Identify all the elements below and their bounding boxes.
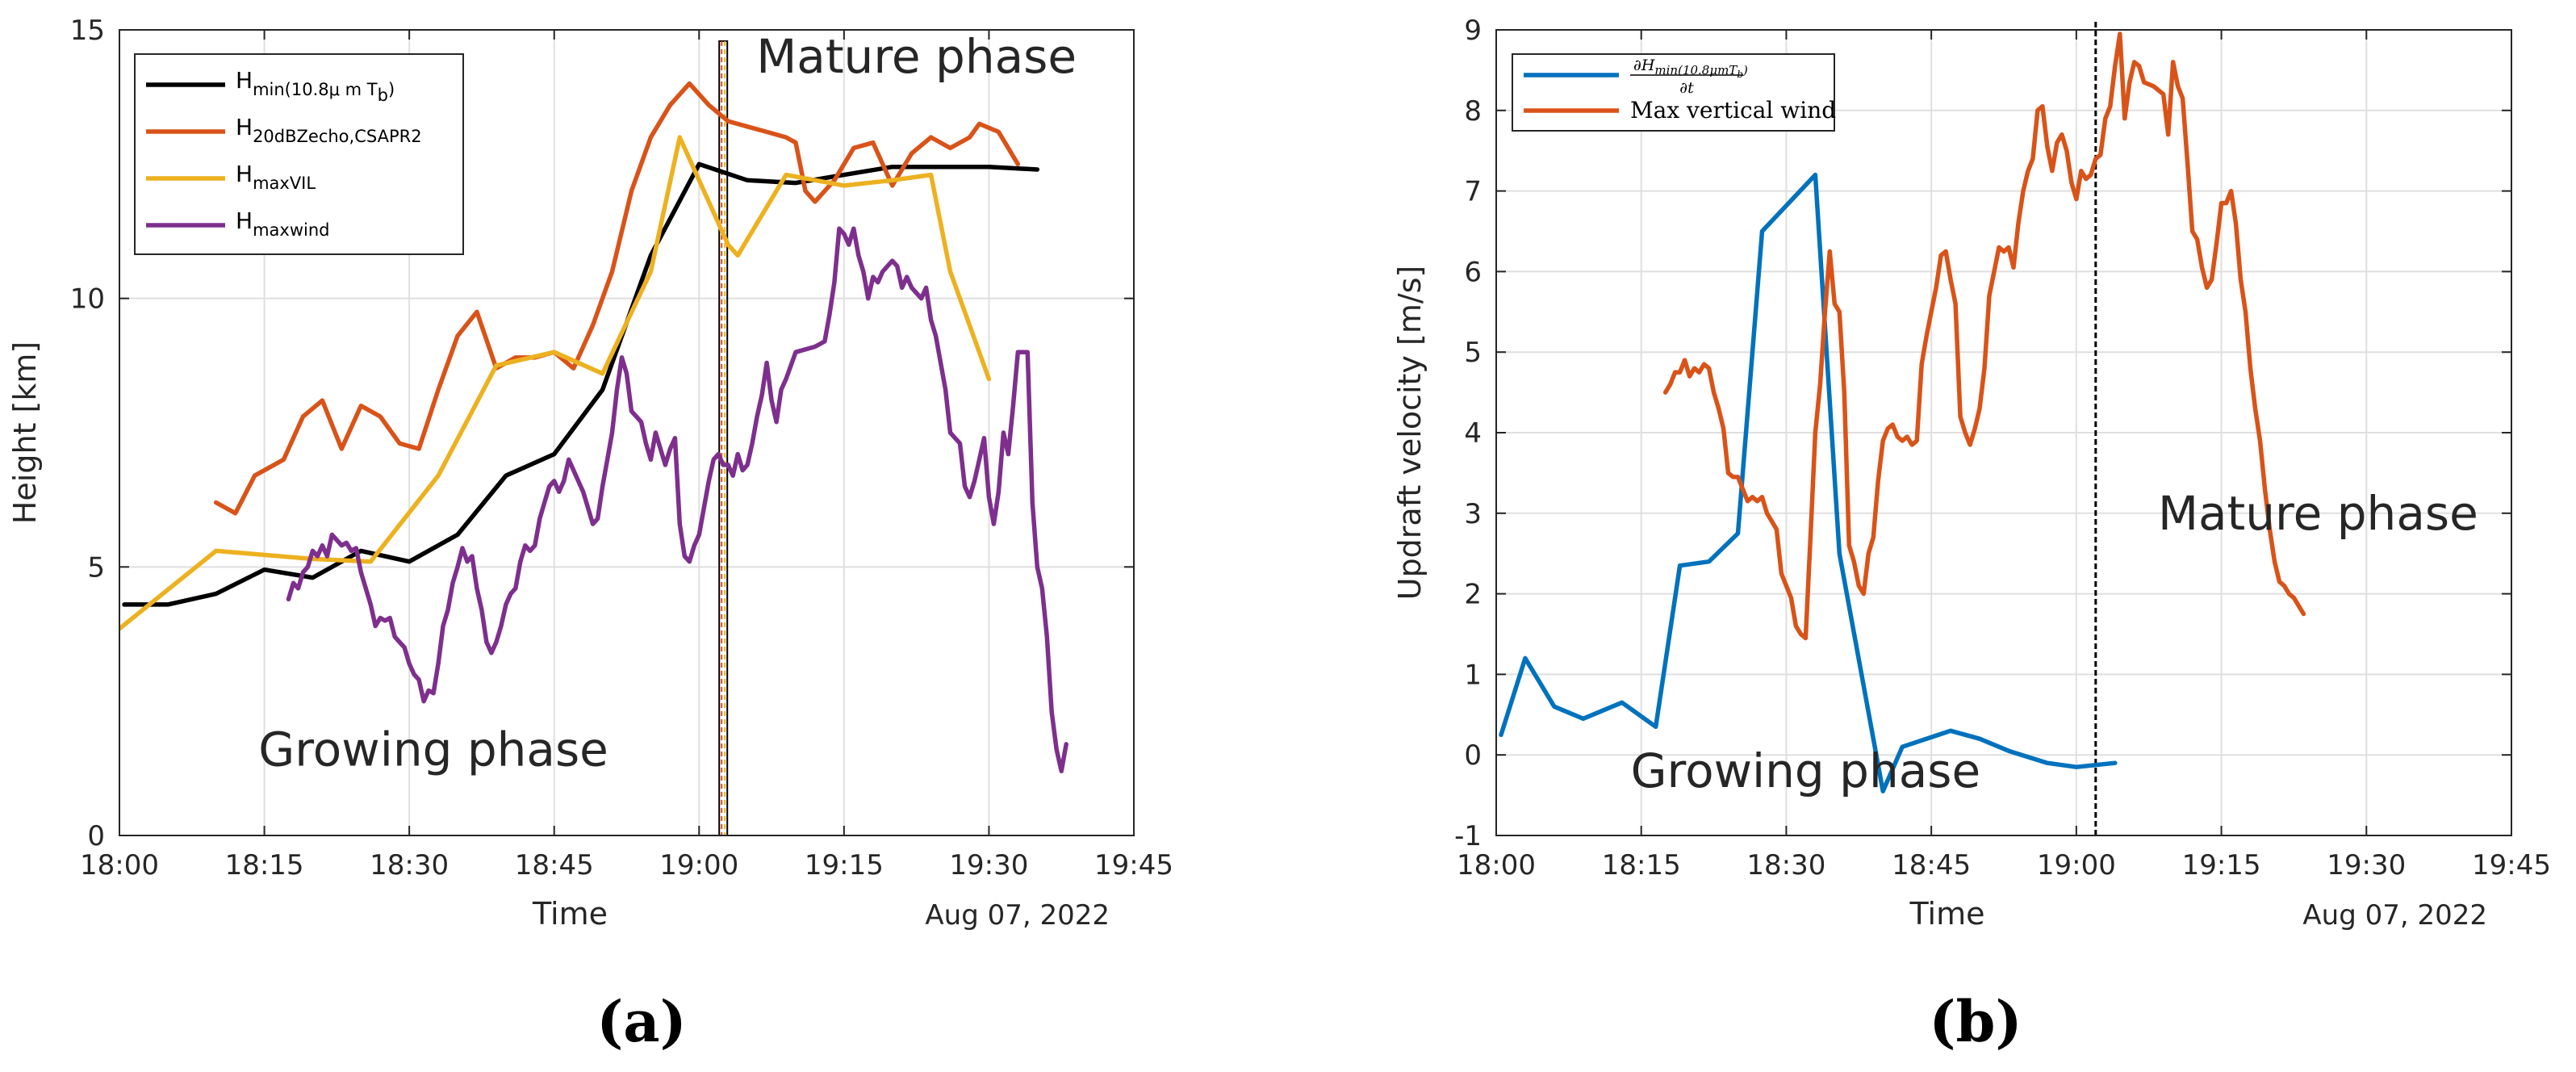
legend-label-0: Hmin(10.8μ m Tb) (236, 67, 395, 105)
x-tick-label: 18:30 (370, 849, 449, 881)
phase-annotation: Growing phase (1631, 743, 1981, 798)
series-line-0 (1499, 172, 2118, 794)
x-tick-label: 18:30 (1746, 849, 1825, 881)
x-tick-label: 19:15 (2182, 849, 2261, 881)
legend-tail: ) (388, 80, 395, 99)
legend-fraction-part: ∂H (1633, 57, 1655, 74)
legend-fraction-part: b (1737, 69, 1743, 80)
y-tick-label: 0 (87, 820, 105, 852)
legend-base: H (236, 207, 253, 234)
x-tick-label: 18:00 (1457, 849, 1536, 881)
y-tick-label: 10 (70, 283, 105, 316)
legend-base: H (236, 161, 253, 187)
legend-subscript: maxwind (253, 220, 329, 240)
y-tick-label: -1 (1454, 820, 1482, 852)
date-label: Aug 07, 2022 (925, 899, 1110, 932)
legend-label-3: Hmaxwind (236, 207, 329, 240)
legend-base: H (236, 114, 253, 140)
x-tick-label: 19:15 (805, 849, 884, 881)
series-group (119, 81, 1068, 773)
legend: Hmin(10.8μ m Tb)H20dBZecho,CSAPR2HmaxVIL… (134, 53, 464, 255)
y-tick-label: 4 (1464, 417, 1482, 450)
y-tick-label: 9 (1464, 15, 1482, 47)
axes-frame (119, 29, 1135, 836)
legend-subscript: min(10.8μ m T (253, 80, 378, 99)
legend-subscript: maxVIL (253, 174, 316, 193)
y-tick-label: 15 (70, 15, 105, 47)
panel-label: (b) (1929, 988, 2022, 1055)
x-tick-label: 19:00 (2037, 849, 2116, 881)
legend-fraction-denominator: ∂t (1679, 79, 1694, 97)
phase-annotation: Growing phase (258, 722, 608, 777)
panel-label: (a) (596, 988, 687, 1055)
x-tick-label: 18:00 (80, 849, 159, 881)
y-tick-label: 1 (1464, 659, 1482, 691)
x-axis-title: Time (1909, 896, 1985, 932)
y-axis-title: Height [km] (7, 341, 43, 524)
legend-subsubscript: b (378, 86, 388, 105)
legend-label-2: HmaxVIL (236, 161, 316, 193)
y-tick-label: 6 (1464, 256, 1482, 288)
x-tick-label: 19:00 (659, 849, 738, 881)
legend-label-1: H20dBZecho,CSAPR2 (236, 114, 422, 146)
phase-annotation: Mature phase (756, 29, 1077, 84)
legend-box (1512, 53, 1835, 132)
y-tick-label: 3 (1464, 498, 1482, 530)
x-tick-label: 18:15 (1602, 849, 1681, 881)
x-tick-label: 19:30 (2327, 849, 2406, 881)
panel-a-height-chart: 18:00 18:15 18:30 18:45 19:00 19:15 19:30 19:45… (7, 15, 1173, 1055)
x-tick-label: 19:45 (1094, 849, 1173, 881)
y-tick-label: 5 (87, 551, 105, 584)
phase-annotation: Mature phase (2158, 486, 2478, 541)
y-tick-label: 2 (1464, 579, 1482, 611)
y-tick-label: 5 (1464, 337, 1482, 369)
y-tick-label: 8 (1464, 95, 1482, 128)
x-tick-label: 18:15 (225, 849, 304, 881)
series-group (1499, 31, 2306, 794)
series-line-0 (122, 161, 1040, 607)
x-tick-label: 19:45 (2472, 849, 2551, 881)
y-tick-label: 0 (1464, 739, 1482, 772)
legend-base: H (236, 67, 253, 94)
y-tick-label: 7 (1464, 176, 1482, 208)
x-tick-label: 19:30 (949, 849, 1028, 881)
legend-subscript: 20dBZecho,CSAPR2 (253, 127, 422, 146)
panel-b-updraft-chart: 18:00 18:15 18:30 18:45 19:00 19:15 19:30 19:45… (1392, 15, 2551, 1055)
legend-box (134, 53, 464, 255)
date-label: Aug 07, 2022 (2302, 899, 2487, 932)
x-axis-title: Time (532, 896, 608, 932)
legend-fraction-part: min(10.8μmT (1654, 63, 1738, 77)
legend-label-1: Max vertical wind (1630, 97, 1836, 124)
legend-fraction-part: ) (1742, 63, 1748, 77)
y-axis-title: Updraft velocity [m/s] (1392, 266, 1428, 601)
series-line-1 (1662, 31, 2306, 641)
legend-fraction-numerator: ∂Hmin(10.8μmTb) (1633, 57, 1748, 80)
x-tick-label: 18:45 (515, 849, 594, 881)
x-tick-label: 18:45 (1892, 849, 1971, 881)
series-line-3 (286, 226, 1068, 773)
